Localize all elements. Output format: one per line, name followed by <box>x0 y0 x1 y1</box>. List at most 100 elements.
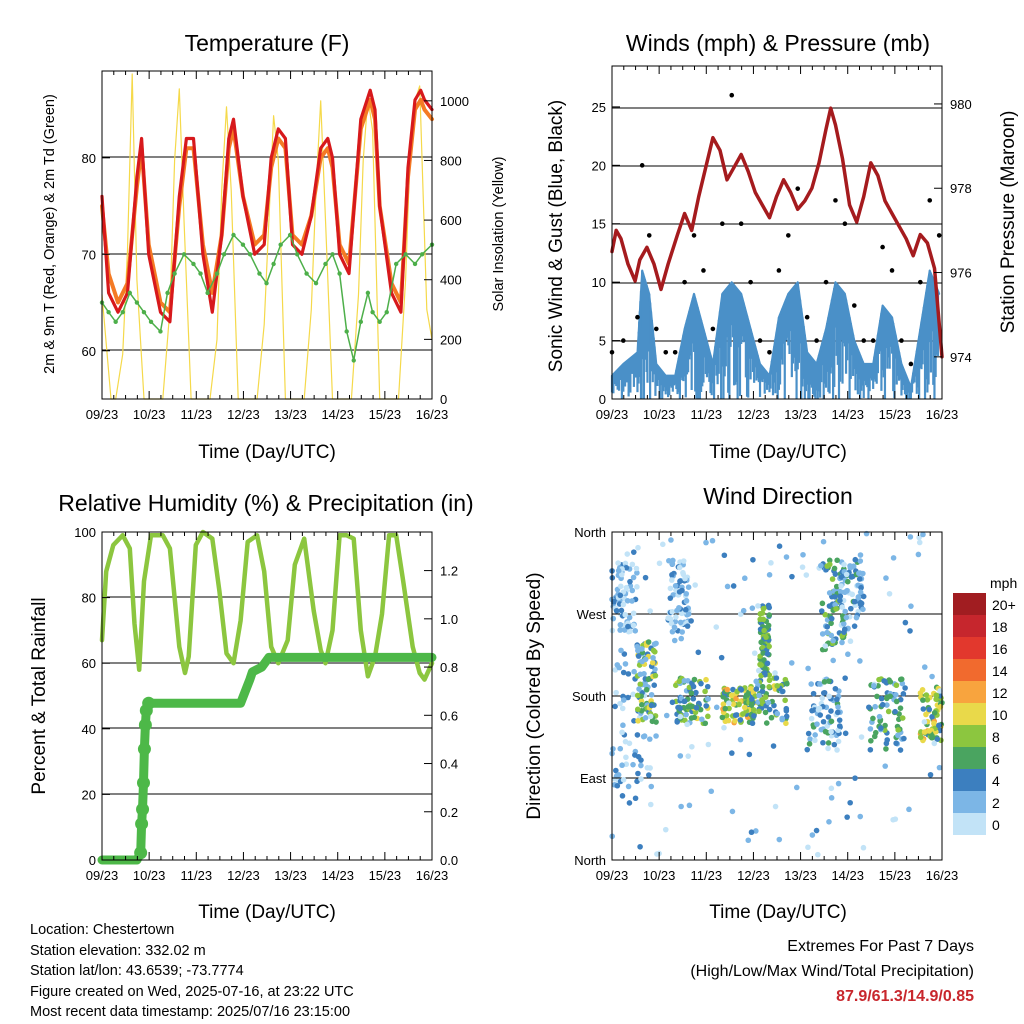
direction-point <box>872 729 879 736</box>
created-text: Figure created on Wed, 2025-07-16, at 23… <box>30 983 354 1000</box>
x-tick-label: 13/23 <box>274 407 307 422</box>
direction-point <box>630 622 637 629</box>
wind-speed-series-line <box>611 269 941 389</box>
direction-point <box>822 728 829 735</box>
direction-point <box>774 710 781 717</box>
direction-point <box>684 623 691 629</box>
direction-point <box>867 726 874 732</box>
direction-point <box>632 628 639 634</box>
direction-point <box>681 698 688 705</box>
x-tick-label: 11/23 <box>180 868 212 883</box>
direction-point <box>676 604 682 611</box>
gust-point <box>701 268 706 273</box>
right-y-tick-label: 0.6 <box>440 708 458 723</box>
direction-point <box>679 610 685 617</box>
dewpoint-point <box>287 232 293 238</box>
direction-point <box>610 615 617 622</box>
direction-point <box>883 746 889 752</box>
direction-point <box>832 685 839 692</box>
direction-point <box>857 552 864 558</box>
direction-point <box>691 676 698 683</box>
dewpoint-point <box>205 290 210 296</box>
direction-point <box>793 784 800 791</box>
gust-point <box>682 279 687 285</box>
winds-title: Winds (mph) & Pressure (mb) <box>626 30 930 56</box>
direction-point <box>611 598 617 605</box>
direction-point <box>619 762 625 769</box>
direction-point <box>819 631 826 637</box>
direction-point <box>662 826 669 833</box>
direction-point <box>634 692 641 699</box>
right-y-tick-label: 974 <box>950 350 972 365</box>
direction-point <box>638 762 644 769</box>
direction-point <box>647 765 653 771</box>
direction-point <box>758 639 765 646</box>
direction-point <box>632 752 638 758</box>
direction-point <box>666 557 672 564</box>
winds-xlabel: Time (Day/UTC) <box>709 442 847 463</box>
legend-swatch <box>953 703 986 725</box>
direction-point <box>851 598 858 605</box>
direction-point <box>663 712 670 719</box>
direction-point <box>805 665 811 672</box>
direction-point <box>882 722 888 729</box>
direction-title: Wind Direction <box>703 483 853 509</box>
direction-point <box>620 601 627 608</box>
direction-point <box>828 785 835 792</box>
precip-series-line <box>97 652 437 865</box>
temperature-ylabel-left: 2m & 9m T (Red, Orange) & 2m Td (Green) <box>42 94 58 374</box>
winds-axes: 09/23 10/23 11/23 12/23 13/23 14/23 15/23 16/23… <box>592 66 972 422</box>
x-tick-label: 12/23 <box>737 868 770 883</box>
direction-point <box>829 576 836 582</box>
direction-point <box>741 575 748 582</box>
winds-ylabel-right: Station Pressure (Maroon) <box>998 111 1019 334</box>
right-y-tick-label: 0.4 <box>440 757 458 772</box>
direction-point <box>835 704 841 710</box>
direction-point <box>764 651 771 657</box>
right-y-tick-label: 0.2 <box>440 805 458 820</box>
extremes-subtitle: (High/Low/Max Wind/Total Precipitation) <box>690 963 974 980</box>
right-y-tick-label: 0 <box>440 392 447 407</box>
direction-point <box>808 715 815 722</box>
direction-point <box>828 615 835 622</box>
recent-timestamp-text: Most recent data timestamp: 2025/07/16 2… <box>30 1004 351 1020</box>
direction-point <box>843 571 850 578</box>
gust-point <box>672 349 678 355</box>
direction-point <box>820 538 827 545</box>
direction-point <box>837 597 843 604</box>
direction-point <box>830 637 836 644</box>
direction-point <box>834 709 841 716</box>
direction-point <box>779 715 786 722</box>
direction-point <box>748 685 754 692</box>
direction-point <box>625 671 632 677</box>
direction-point <box>831 565 838 572</box>
extremes-values: 87.9/61.3/14.9/0.85 <box>836 988 974 1005</box>
direction-point <box>890 816 896 823</box>
left-y-tick-label: 80 <box>82 591 96 606</box>
direction-point <box>842 675 848 681</box>
direction-point <box>847 799 853 806</box>
direction-point <box>828 729 834 735</box>
direction-point <box>668 577 675 583</box>
humidity-panel: Relative Humidity (%) & Precipitation (i… <box>29 490 474 923</box>
direction-point <box>866 704 872 711</box>
direction-point <box>921 729 928 735</box>
direction-point <box>879 701 886 708</box>
direction-point <box>620 776 627 783</box>
direction-point <box>916 539 923 546</box>
direction-point <box>693 704 700 711</box>
direction-point <box>759 610 766 616</box>
gust-point <box>748 279 753 285</box>
direction-point <box>931 710 938 716</box>
direction-point <box>870 715 876 722</box>
left-y-tick-label: 15 <box>592 217 606 232</box>
direction-point <box>637 671 644 678</box>
direction-point <box>610 746 616 752</box>
direction-point <box>749 720 756 727</box>
direction-point <box>623 761 630 768</box>
direction-point <box>654 851 660 857</box>
gust-point <box>908 361 914 367</box>
direction-point <box>676 678 683 685</box>
precip-point <box>134 846 148 860</box>
dewpoint-point <box>141 309 147 315</box>
